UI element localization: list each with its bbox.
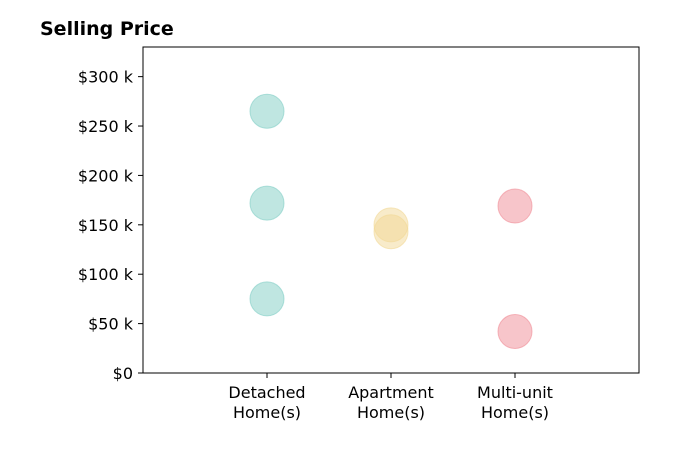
y-tick-label: $100 k [78, 265, 134, 284]
data-point [497, 188, 533, 224]
x-tick-label: Home(s) [357, 403, 425, 422]
data-point [373, 214, 409, 250]
data-point [249, 185, 285, 221]
data-point [249, 281, 285, 317]
y-tick-label: $200 k [78, 166, 134, 185]
x-tick-label: Apartment [348, 383, 434, 402]
data-points [249, 93, 533, 350]
x-tick-label: Home(s) [481, 403, 549, 422]
y-axis: $0 $50 k $100 k $150 k $200 k $250 k $300 k [78, 68, 143, 383]
y-tick-label: $300 k [78, 68, 134, 87]
y-tick-label: $250 k [78, 117, 134, 136]
y-tick-label: $150 k [78, 216, 134, 235]
x-axis: DetachedHome(s)ApartmentHome(s)Multi-uni… [228, 373, 553, 422]
data-point [249, 93, 285, 129]
x-tick-label: Multi-unit [477, 383, 553, 402]
data-point [497, 314, 533, 350]
y-tick-label: $50 k [88, 315, 134, 334]
x-tick-label: Detached [228, 383, 305, 402]
x-tick-label: Home(s) [233, 403, 301, 422]
chart-title: Selling Price [40, 18, 174, 40]
y-tick-label: $0 [113, 364, 133, 383]
